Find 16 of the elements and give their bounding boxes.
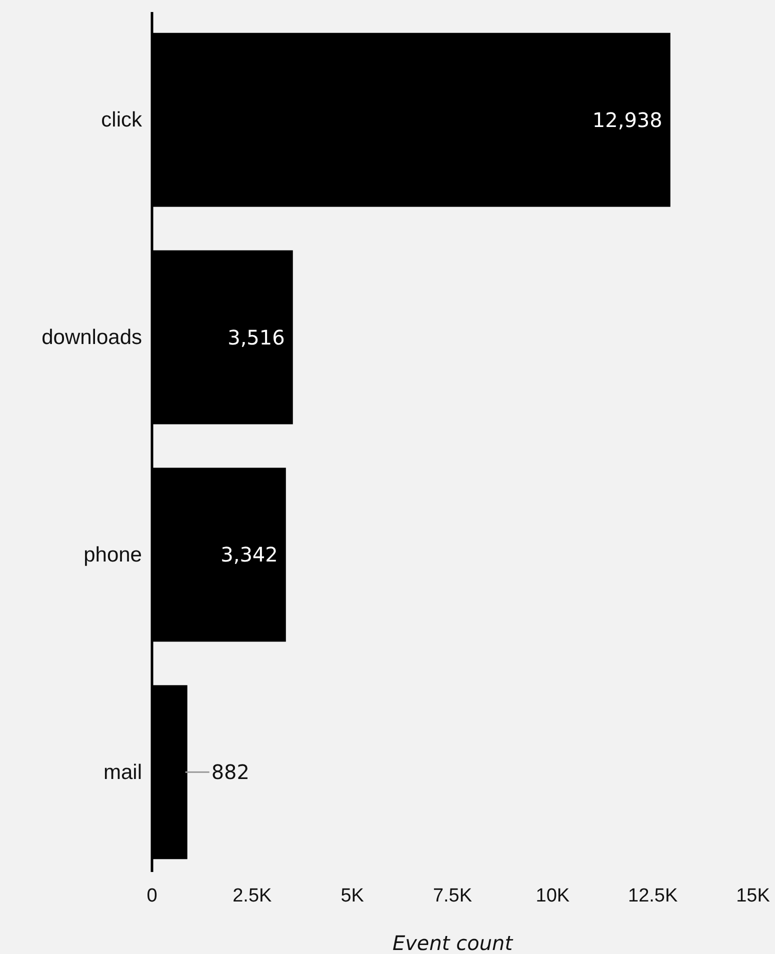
x-tick-label: 0 — [146, 885, 158, 906]
x-tick-label: 12.5K — [628, 885, 678, 906]
data-label: 12,938 — [592, 108, 662, 132]
data-label: 3,342 — [220, 542, 278, 567]
x-tick-label: 15K — [736, 885, 770, 906]
y-tick-label: click — [101, 108, 142, 132]
x-tick-label: 10K — [536, 885, 570, 906]
x-axis-title: Event count — [392, 931, 514, 954]
x-tick-label: 5K — [340, 885, 364, 906]
x-tick-label: 2.5K — [232, 885, 272, 906]
y-tick-label: downloads — [42, 326, 142, 349]
data-label: 882 — [211, 760, 250, 784]
x-tick-label: 7.5K — [432, 885, 472, 906]
y-tick-label: mail — [103, 760, 142, 784]
data-label: 3,516 — [228, 325, 285, 350]
y-tick-label: phone — [84, 543, 142, 566]
